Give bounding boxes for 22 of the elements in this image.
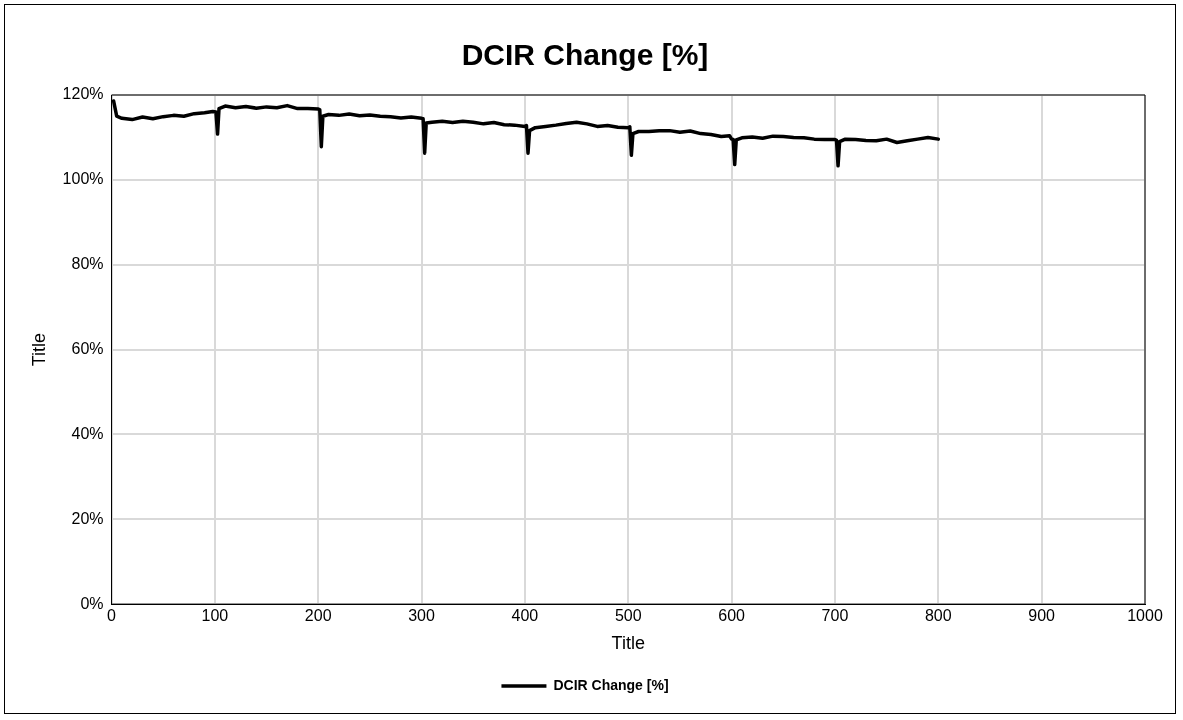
y-tick-label: 100%: [62, 170, 104, 188]
x-tick-label: 1000: [1127, 607, 1163, 625]
x-tick-label: 0: [107, 607, 117, 625]
x-tick-label: 100: [201, 607, 229, 625]
x-tick-label: 800: [924, 607, 952, 625]
x-axis-title: Title: [611, 633, 645, 654]
x-tick-label: 400: [511, 607, 539, 625]
x-tick-label: 700: [821, 607, 849, 625]
legend-label: DCIR Change [%]: [553, 676, 669, 693]
x-tick-label: 300: [408, 607, 436, 625]
y-tick-label: 40%: [71, 424, 104, 442]
y-tick-label: 120%: [62, 85, 104, 103]
x-tick-label: 900: [1028, 607, 1056, 625]
y-tick-label: 20%: [71, 509, 104, 527]
y-tick-label: 80%: [71, 255, 104, 273]
x-tick-label: 200: [304, 607, 332, 625]
y-tick-label: 0%: [80, 594, 104, 612]
y-axis-title: Title: [28, 332, 49, 367]
chart-title: DCIR Change [%]: [461, 38, 709, 72]
x-tick-label: 500: [614, 607, 642, 625]
x-tick-label: 600: [718, 607, 746, 625]
y-tick-label: 60%: [71, 340, 104, 358]
